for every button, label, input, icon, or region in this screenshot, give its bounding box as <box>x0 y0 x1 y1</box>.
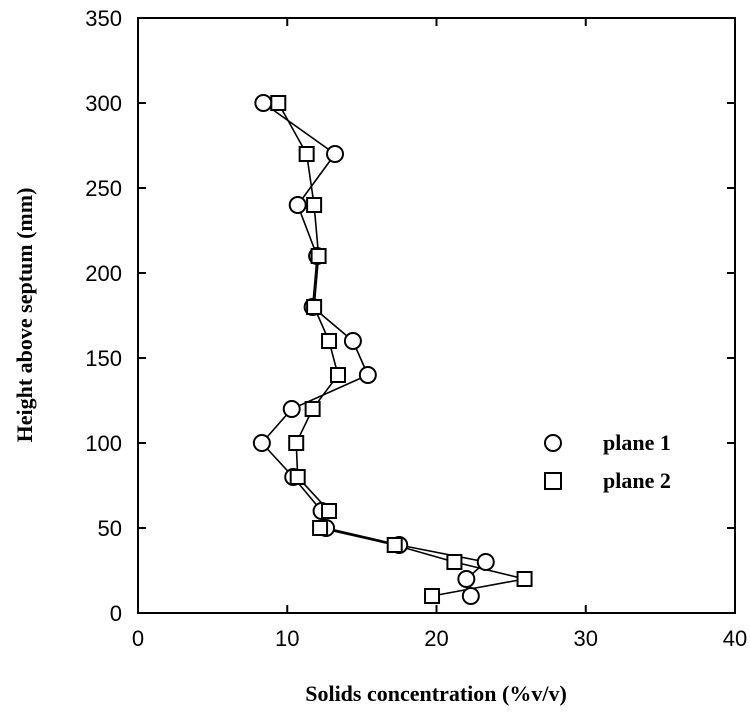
y-axis-title: Height above septum (mm) <box>12 188 37 443</box>
legend: plane 1 plane 2 <box>544 430 671 493</box>
data-point-plane-1 <box>461 587 480 605</box>
data-point-plane-2 <box>306 197 323 213</box>
x-tick-label: 10 <box>275 626 299 651</box>
y-tick-label: 350 <box>85 6 122 31</box>
series-line-plane-1 <box>260 102 488 597</box>
legend-marker-plane-2 <box>544 472 562 490</box>
y-tick-label: 150 <box>85 346 122 371</box>
data-point-plane-2 <box>310 248 327 264</box>
y-axis: 0 50 100 150 200 250 300 350 <box>85 6 735 626</box>
series-line-plane-2 <box>277 102 525 597</box>
data-point-plane-2 <box>321 503 338 519</box>
data-point-plane-2 <box>298 146 315 162</box>
data-point-plane-1 <box>254 94 273 112</box>
legend-label-plane-2: plane 2 <box>603 468 671 493</box>
x-tick-label: 0 <box>132 626 144 651</box>
x-axis: 0 10 20 30 40 <box>132 18 747 651</box>
data-point-plane-1 <box>457 570 476 588</box>
data-point-plane-1 <box>326 145 345 163</box>
y-tick-label: 50 <box>98 516 122 541</box>
data-point-plane-2 <box>516 571 533 587</box>
plot-frame <box>137 17 736 614</box>
x-tick-label: 20 <box>424 626 448 651</box>
data-point-plane-1 <box>358 366 377 384</box>
data-point-plane-2 <box>424 588 441 604</box>
y-tick-label: 300 <box>85 91 122 116</box>
y-tick-label: 0 <box>110 601 122 626</box>
x-tick-label: 40 <box>723 626 747 651</box>
data-point-plane-2 <box>288 435 305 451</box>
legend-label-plane-1: plane 1 <box>603 430 671 455</box>
data-point-plane-2 <box>321 333 338 349</box>
data-point-plane-1 <box>288 196 307 214</box>
data-point-plane-2 <box>446 554 463 570</box>
data-point-plane-1 <box>252 434 271 452</box>
data-point-plane-2 <box>386 537 403 553</box>
y-tick-label: 200 <box>85 261 122 286</box>
data-point-plane-2 <box>289 469 306 485</box>
data-point-plane-2 <box>306 299 323 315</box>
data-point-plane-2 <box>329 367 346 383</box>
data-point-plane-2 <box>304 401 321 417</box>
data-point-plane-1 <box>343 332 362 350</box>
x-axis-title: Solids concentration (%v/v) <box>305 681 567 706</box>
data-point-plane-1 <box>476 553 495 571</box>
legend-marker-plane-1 <box>544 434 562 452</box>
data-point-plane-2 <box>312 520 329 536</box>
y-tick-label: 250 <box>85 176 122 201</box>
data-point-plane-1 <box>282 400 301 418</box>
x-tick-label: 30 <box>574 626 598 651</box>
y-tick-label: 100 <box>85 431 122 456</box>
data-point-plane-2 <box>270 95 287 111</box>
plot-area <box>252 94 533 605</box>
